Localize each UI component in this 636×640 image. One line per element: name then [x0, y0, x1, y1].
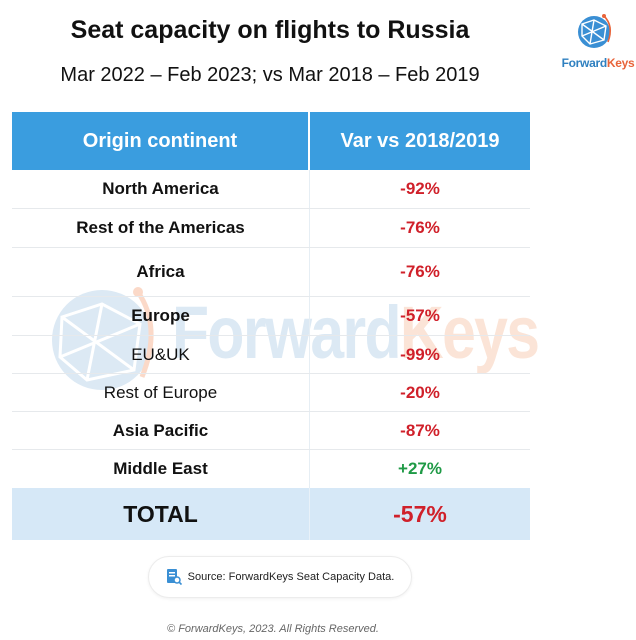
document-search-icon [166, 569, 182, 586]
seat-capacity-table: Origin continent Var vs 2018/2019 North … [12, 112, 530, 540]
source-text: Source: ForwardKeys Seat Capacity Data. [187, 571, 395, 583]
table-row: Africa -76% [12, 248, 530, 297]
origin-cell: Middle East [12, 450, 310, 488]
variation-cell: -20% [400, 382, 440, 402]
table-row: Europe -57% [12, 297, 530, 336]
origin-cell: Rest of the Americas [12, 209, 310, 247]
total-row: TOTAL -57% [12, 488, 530, 540]
table-row: Rest of Europe -20% [12, 374, 530, 412]
page-title: Seat capacity on flights to Russia [70, 16, 470, 44]
column-header-variation: Var vs 2018/2019 [310, 112, 530, 170]
globe-icon [578, 14, 612, 48]
variation-cell: -76% [400, 262, 440, 281]
origin-cell: Rest of Europe [12, 374, 310, 411]
table-row: EU&UK -99% [12, 336, 530, 374]
origin-cell: Africa [12, 248, 310, 296]
table-row: Asia Pacific -87% [12, 412, 530, 450]
variation-cell: -87% [400, 420, 440, 440]
variation-cell: -57% [400, 306, 440, 325]
variation-cell: -92% [400, 179, 440, 198]
variation-cell: -76% [400, 218, 440, 237]
total-label: TOTAL [12, 488, 310, 540]
source-note: Source: ForwardKeys Seat Capacity Data. [148, 556, 412, 598]
column-header-origin: Origin continent [12, 112, 308, 170]
table-row: Middle East +27% [12, 450, 530, 488]
variation-cell: +27% [398, 459, 442, 478]
table-row: North America -92% [12, 170, 530, 209]
origin-cell: EU&UK [12, 336, 310, 373]
variation-cell: -99% [400, 344, 440, 364]
total-value: -57% [393, 500, 447, 527]
origin-cell: Asia Pacific [12, 412, 310, 449]
logo-text: ForwardKeys [561, 56, 635, 70]
copyright-text: © ForwardKeys, 2023. All Rights Reserved… [167, 623, 379, 635]
table-row: Rest of the Americas -76% [12, 209, 530, 248]
origin-cell: North America [12, 170, 310, 208]
forwardkeys-logo: ForwardKeys [560, 12, 635, 74]
origin-cell: Europe [12, 297, 310, 335]
table-header: Origin continent Var vs 2018/2019 [12, 112, 530, 170]
page-subtitle: Mar 2022 – Feb 2023; vs Mar 2018 – Feb 2… [60, 64, 480, 86]
